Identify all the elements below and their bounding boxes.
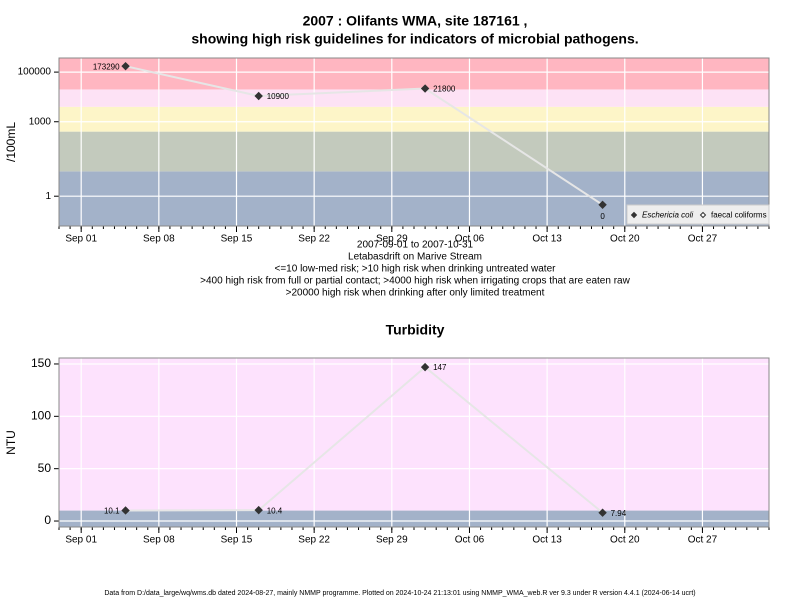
chart-title: Turbidity bbox=[386, 322, 445, 338]
x-tick-label: Sep 08 bbox=[143, 535, 175, 546]
risk-band bbox=[59, 106, 769, 132]
x-tick-label: Sep 22 bbox=[298, 234, 330, 245]
risk-band bbox=[59, 58, 769, 90]
y-tick-label: 100 bbox=[31, 408, 51, 422]
data-label: 0 bbox=[600, 212, 605, 221]
data-point bbox=[598, 508, 607, 517]
data-point bbox=[420, 84, 430, 93]
data-label: 10.4 bbox=[267, 506, 283, 515]
x-tick-label: Sep 15 bbox=[221, 535, 253, 546]
x-tick-label: Oct 13 bbox=[532, 234, 562, 245]
legend-marker bbox=[699, 211, 707, 219]
data-label: 173290 bbox=[93, 62, 120, 71]
footer: Data from D:/data_large/wq/wms.db dated … bbox=[104, 590, 695, 597]
legend: Eschericia coli faecal coliforms bbox=[626, 204, 770, 225]
x-tick-label: Oct 20 bbox=[610, 535, 640, 546]
data-line bbox=[125, 365, 604, 514]
note: Letabasdrift on Marive Stream bbox=[348, 252, 482, 263]
note: >20000 high risk when drinking after onl… bbox=[286, 288, 545, 299]
risk-band bbox=[59, 89, 769, 107]
data-point bbox=[121, 506, 130, 515]
note: <=10 low-med risk; >10 high risk when dr… bbox=[275, 264, 557, 275]
data-point bbox=[254, 505, 263, 515]
data-label: 21800 bbox=[433, 85, 456, 94]
plot-frame bbox=[58, 57, 770, 227]
data-label: 7.94 bbox=[611, 509, 627, 518]
x-tick-label: Oct 20 bbox=[610, 234, 640, 245]
plot-frame bbox=[58, 357, 770, 528]
y-axis-label: NTU bbox=[4, 430, 18, 455]
x-tick-label: Oct 06 bbox=[455, 535, 485, 546]
x-tick-label: Sep 22 bbox=[298, 535, 330, 546]
risk-band bbox=[59, 131, 769, 172]
risk-band bbox=[59, 510, 769, 527]
y-tick-label: 50 bbox=[38, 461, 52, 475]
legend-label: faecal coliforms bbox=[711, 211, 767, 220]
y-tick-label: 1 bbox=[45, 191, 51, 202]
note: >400 high risk from full or partial cont… bbox=[200, 276, 630, 287]
x-tick-label: Sep 01 bbox=[65, 535, 97, 546]
data-point bbox=[254, 91, 263, 101]
x-tick-label: Sep 08 bbox=[143, 234, 175, 245]
data-label: 147 bbox=[433, 363, 447, 372]
chart-title: 2007 : Olifants WMA, site 187161 , bbox=[303, 13, 528, 29]
x-tick-label: Sep 15 bbox=[221, 234, 253, 245]
y-tick-label: 1000 bbox=[29, 116, 52, 127]
legend-marker bbox=[630, 211, 638, 219]
data-point bbox=[420, 362, 430, 372]
data-label: 10.1 bbox=[104, 507, 120, 516]
data-point bbox=[121, 61, 130, 71]
data-point bbox=[598, 200, 607, 210]
y-tick-label: 0 bbox=[44, 513, 51, 527]
legend-box bbox=[626, 204, 770, 225]
data-label: 10900 bbox=[267, 92, 290, 101]
legend-label: Eschericia coli bbox=[642, 211, 693, 220]
x-tick-label: Oct 27 bbox=[688, 234, 718, 245]
y-tick-label: 100000 bbox=[18, 67, 52, 78]
x-tick-label: Oct 27 bbox=[688, 535, 718, 546]
y-tick-label: 150 bbox=[31, 356, 51, 370]
note: 2007-09-01 to 2007-10-31 bbox=[357, 240, 474, 251]
data-line bbox=[125, 65, 604, 206]
x-tick-label: Oct 13 bbox=[532, 535, 562, 546]
x-tick-label: Sep 01 bbox=[65, 234, 97, 245]
y-axis-label: /100mL bbox=[4, 122, 18, 162]
risk-band bbox=[59, 358, 769, 511]
chart-title: showing high risk guidelines for indicat… bbox=[191, 31, 638, 47]
x-tick-label: Sep 29 bbox=[376, 234, 408, 245]
x-tick-label: Sep 29 bbox=[376, 535, 408, 546]
x-tick-label: Oct 06 bbox=[455, 234, 485, 245]
